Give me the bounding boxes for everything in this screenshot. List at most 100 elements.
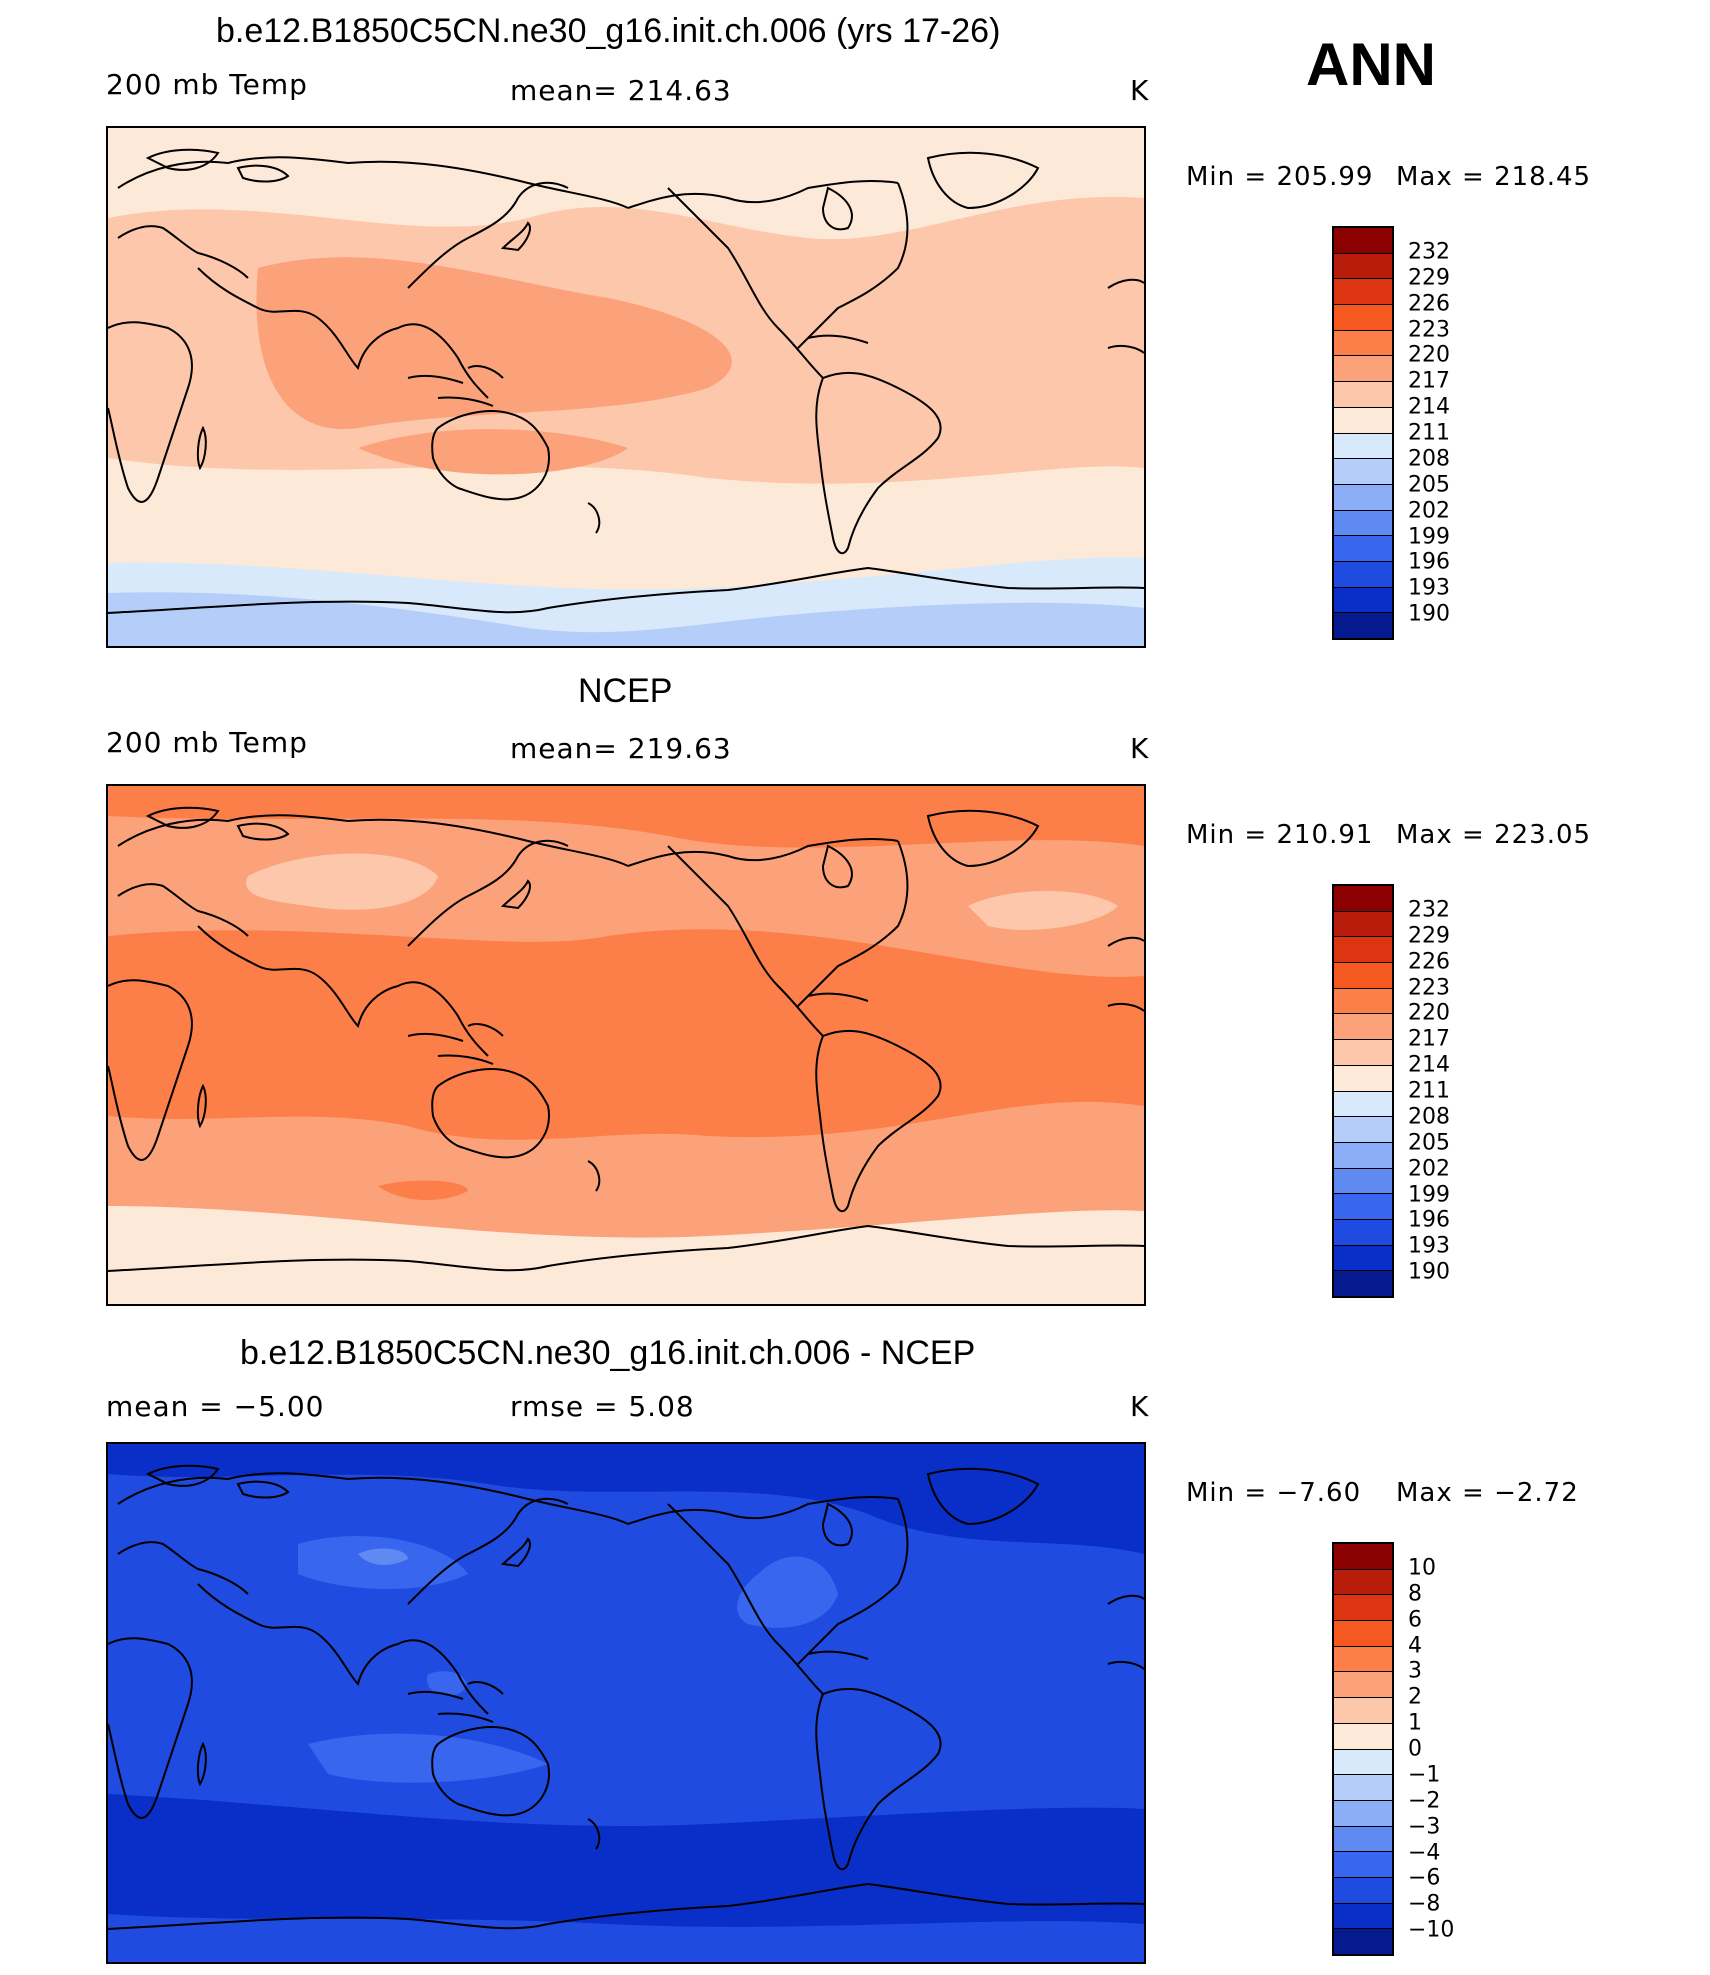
colorbar-tick-label: 6 (1408, 1607, 1422, 1633)
colorbar-tick-label: −2 (1408, 1788, 1441, 1814)
colorbar-box (1334, 1903, 1392, 1930)
colorbar-tick-label: 205 (1408, 472, 1450, 498)
colorbar-box (1334, 1091, 1392, 1118)
colorbar-tick-label: 226 (1408, 949, 1450, 975)
colorbar-box (1334, 1271, 1392, 1296)
panel2-colorbar (1332, 884, 1394, 1298)
panel2-map (106, 784, 1146, 1306)
panel2-units-label: K (1130, 732, 1150, 765)
colorbar-tick-label: 2 (1408, 1684, 1422, 1710)
colorbar-tick-label: 229 (1408, 923, 1450, 949)
panel2-variable-label: 200 mb Temp (106, 726, 308, 759)
colorbar-tick-label: 0 (1408, 1736, 1422, 1762)
colorbar-box (1334, 1168, 1392, 1195)
panel2-contour-field (108, 786, 1144, 1304)
colorbar-box (1334, 1219, 1392, 1246)
colorbar-box (1334, 484, 1392, 511)
colorbar-box (1334, 1040, 1392, 1066)
colorbar-box (1334, 382, 1392, 408)
colorbar-tick-label: 211 (1408, 420, 1450, 446)
colorbar-tick-label: 223 (1408, 975, 1450, 1000)
colorbar-box (1334, 510, 1392, 537)
colorbar-tick-label: 220 (1408, 1000, 1450, 1026)
colorbar-tick-label: 226 (1408, 291, 1450, 317)
colorbar-box (1334, 1698, 1392, 1724)
colorbar-tick-label: 220 (1408, 342, 1450, 368)
panel1-title: b.e12.B1850C5CN.ne30_g16.init.ch.006 (yr… (216, 12, 1001, 50)
panel1-map (106, 126, 1146, 648)
colorbar-tick-label: 217 (1408, 368, 1450, 394)
colorbar-tick-label: 193 (1408, 575, 1450, 601)
panel1-variable-label: 200 mb Temp (106, 68, 308, 101)
panel3-min-label: Min = −7.60 (1186, 1478, 1362, 1508)
colorbar-box (1334, 886, 1392, 912)
colorbar-tick-label: 229 (1408, 265, 1450, 291)
panel3-rmse-label: rmse = 5.08 (510, 1390, 695, 1423)
colorbar-box (1334, 330, 1392, 357)
panel3-max-label: Max = −2.72 (1396, 1478, 1579, 1508)
colorbar-tick-label: 223 (1408, 317, 1450, 342)
colorbar-tick-label: 10 (1408, 1555, 1436, 1581)
colorbar-box (1334, 1117, 1392, 1143)
colorbar-box (1334, 356, 1392, 383)
panel1-colorbar (1332, 226, 1394, 640)
colorbar-box (1334, 1595, 1392, 1622)
colorbar-tick-label: 196 (1408, 549, 1450, 575)
colorbar-tick-label: 214 (1408, 1052, 1450, 1078)
panel3-colorbar (1332, 1542, 1394, 1956)
colorbar-tick-label: −6 (1408, 1865, 1441, 1891)
colorbar-box (1334, 963, 1392, 989)
colorbar-tick-label: 211 (1408, 1078, 1450, 1104)
colorbar-tick-label: 193 (1408, 1233, 1450, 1259)
colorbar-box (1334, 1749, 1392, 1776)
season-label: ANN (1306, 31, 1436, 98)
colorbar-box (1334, 937, 1392, 964)
colorbar-box (1334, 253, 1392, 280)
colorbar-box (1334, 459, 1392, 485)
colorbar-tick-label: 232 (1408, 897, 1450, 923)
colorbar-box (1334, 305, 1392, 331)
colorbar-box (1334, 1569, 1392, 1596)
panel2-max-label: Max = 223.05 (1396, 820, 1592, 850)
colorbar-tick-label: 8 (1408, 1581, 1422, 1607)
colorbar-box (1334, 1544, 1392, 1570)
panel1-units-label: K (1130, 74, 1150, 107)
colorbar-tick-label: 202 (1408, 1156, 1450, 1182)
colorbar-tick-label: 208 (1408, 446, 1450, 472)
colorbar-tick-label: 1 (1408, 1710, 1422, 1736)
panel1-mean-label: mean= 214.63 (510, 74, 732, 107)
panel2-min-label: Min = 210.91 (1186, 820, 1374, 850)
panel2-mean-label: mean= 219.63 (510, 732, 732, 765)
colorbar-box (1334, 1245, 1392, 1272)
colorbar-box (1334, 561, 1392, 588)
colorbar-box (1334, 1852, 1392, 1878)
colorbar-box (1334, 1775, 1392, 1801)
colorbar-box (1334, 1194, 1392, 1220)
colorbar-box (1334, 1065, 1392, 1092)
colorbar-tick-label: 208 (1408, 1104, 1450, 1130)
colorbar-box (1334, 279, 1392, 306)
colorbar-box (1334, 1142, 1392, 1169)
colorbar-tick-label: −10 (1408, 1917, 1455, 1943)
colorbar-box (1334, 911, 1392, 938)
panel3-coastlines (108, 1464, 1144, 1930)
colorbar-box (1334, 587, 1392, 614)
colorbar-box (1334, 1621, 1392, 1647)
colorbar-tick-label: 199 (1408, 1182, 1450, 1207)
colorbar-tick-label: 205 (1408, 1130, 1450, 1156)
colorbar-tick-label: 232 (1408, 239, 1450, 265)
panel1-contour-field (108, 128, 1144, 646)
colorbar-tick-label: 3 (1408, 1658, 1422, 1684)
colorbar-box (1334, 1800, 1392, 1827)
colorbar-tick-label: 202 (1408, 498, 1450, 524)
colorbar-box (1334, 1723, 1392, 1750)
panel1-max-label: Max = 218.45 (1396, 162, 1592, 192)
colorbar-tick-label: −8 (1408, 1891, 1441, 1917)
colorbar-box (1334, 1929, 1392, 1954)
colorbar-tick-label: 190 (1408, 601, 1450, 627)
colorbar-tick-label: −3 (1408, 1814, 1441, 1840)
colorbar-box (1334, 407, 1392, 434)
colorbar-tick-label: 190 (1408, 1259, 1450, 1285)
panel3-map (106, 1442, 1146, 1964)
colorbar-box (1334, 1672, 1392, 1699)
